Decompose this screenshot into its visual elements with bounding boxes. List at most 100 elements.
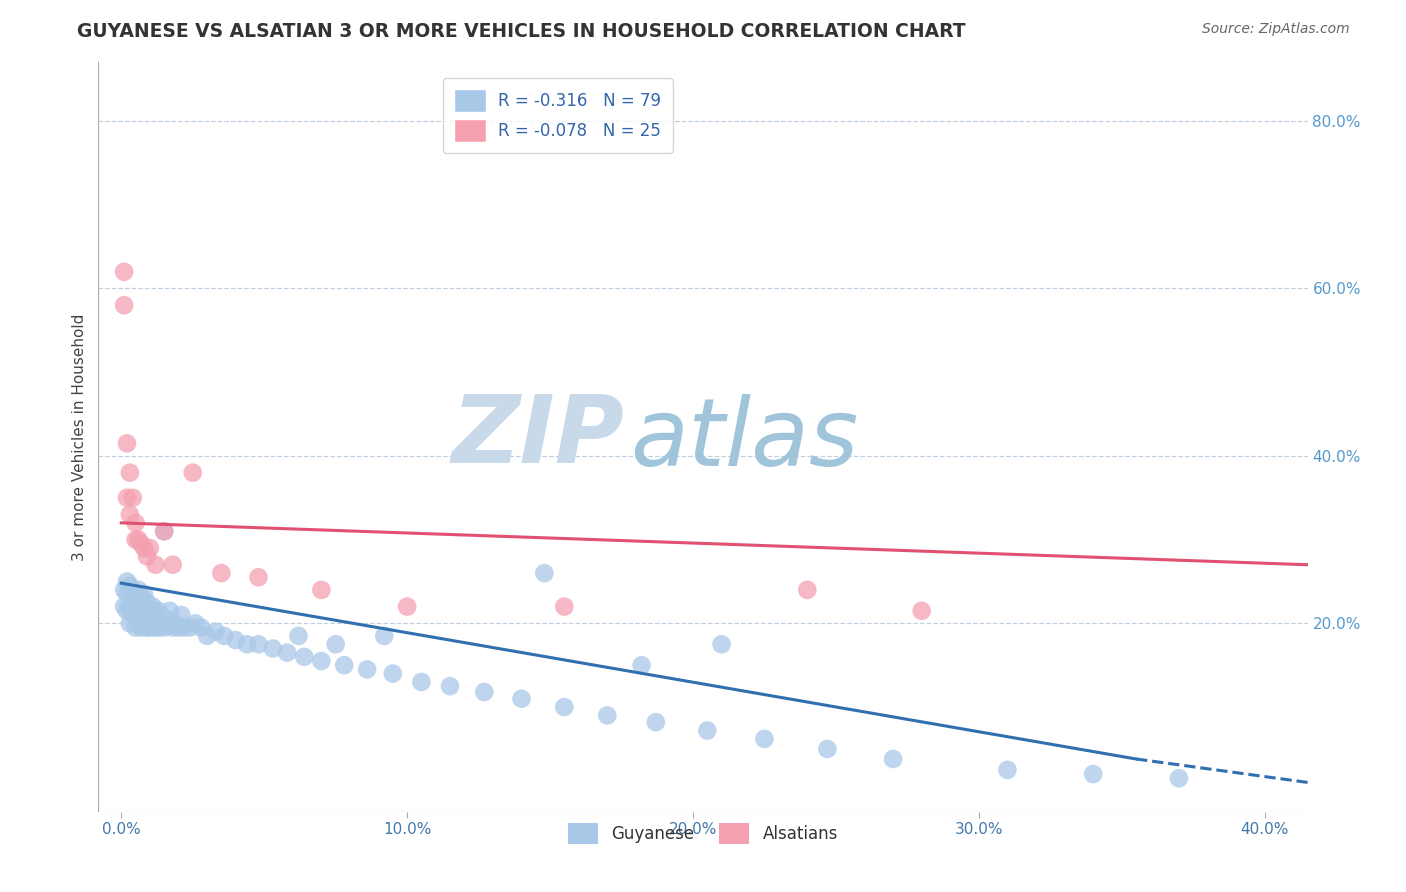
Point [911, 604, 934, 618]
Point [276, 646, 298, 660]
Point [139, 621, 162, 635]
Point [118, 508, 141, 522]
Point [121, 491, 143, 505]
Point [124, 621, 146, 635]
Point [124, 587, 146, 601]
Text: ZIP: ZIP [451, 391, 624, 483]
Point [134, 616, 156, 631]
Point [165, 616, 187, 631]
Point [411, 675, 433, 690]
Point [212, 629, 235, 643]
Point [247, 570, 270, 584]
Point [124, 533, 146, 547]
Point [142, 616, 165, 631]
Point [533, 566, 555, 581]
Point [710, 637, 733, 651]
Point [439, 679, 461, 693]
Point [129, 591, 152, 606]
Point [129, 607, 152, 622]
Point [136, 595, 159, 609]
Point [204, 624, 226, 639]
Point [247, 637, 270, 651]
Point [136, 549, 159, 564]
Point [190, 621, 212, 635]
Point [115, 604, 138, 618]
Point [148, 621, 170, 635]
Point [112, 599, 135, 614]
Point [173, 621, 195, 635]
Point [644, 715, 666, 730]
Point [127, 582, 149, 597]
Point [162, 621, 184, 635]
Point [997, 763, 1019, 777]
Point [115, 574, 138, 589]
Point [121, 591, 143, 606]
Point [754, 731, 776, 746]
Point [153, 621, 176, 635]
Point [112, 582, 135, 597]
Point [150, 616, 173, 631]
Point [225, 633, 247, 648]
Point [356, 662, 378, 676]
Point [553, 700, 575, 714]
Text: atlas: atlas [630, 394, 859, 485]
Point [195, 629, 218, 643]
Point [129, 537, 152, 551]
Point [129, 621, 152, 635]
Legend: Guyanese, Alsatians: Guyanese, Alsatians [557, 811, 849, 855]
Point [292, 649, 315, 664]
Point [139, 541, 162, 555]
Point [118, 599, 141, 614]
Point [333, 658, 356, 673]
Point [1168, 771, 1191, 785]
Point [287, 629, 309, 643]
Point [179, 621, 201, 635]
Point [124, 604, 146, 618]
Point [153, 524, 176, 539]
Point [115, 436, 138, 450]
Point [373, 629, 395, 643]
Point [148, 604, 170, 618]
Point [510, 691, 533, 706]
Point [181, 466, 204, 480]
Point [118, 466, 141, 480]
Point [121, 607, 143, 622]
Point [472, 685, 495, 699]
Point [145, 607, 167, 622]
Point [553, 599, 575, 614]
Point [139, 604, 162, 618]
Point [396, 599, 419, 614]
Point [134, 541, 156, 555]
Point [115, 587, 138, 601]
Text: Source: ZipAtlas.com: Source: ZipAtlas.com [1202, 22, 1350, 37]
Point [696, 723, 718, 738]
Point [134, 587, 156, 601]
Point [311, 654, 333, 668]
Point [136, 621, 159, 635]
Point [145, 558, 167, 572]
Point [127, 599, 149, 614]
Point [136, 609, 159, 624]
Point [311, 582, 333, 597]
Point [118, 616, 141, 631]
Point [325, 637, 347, 651]
Point [882, 752, 904, 766]
Point [153, 524, 176, 539]
Point [209, 566, 232, 581]
Point [596, 708, 619, 723]
Point [112, 298, 135, 312]
Point [815, 742, 838, 756]
Point [142, 599, 165, 614]
Point [262, 641, 284, 656]
Point [127, 533, 149, 547]
Point [167, 621, 190, 635]
Point [630, 658, 652, 673]
Point [115, 491, 138, 505]
Point [184, 616, 207, 631]
Point [156, 612, 179, 626]
Point [162, 558, 184, 572]
Point [124, 516, 146, 530]
Point [170, 607, 193, 622]
Point [159, 604, 181, 618]
Point [134, 604, 156, 618]
